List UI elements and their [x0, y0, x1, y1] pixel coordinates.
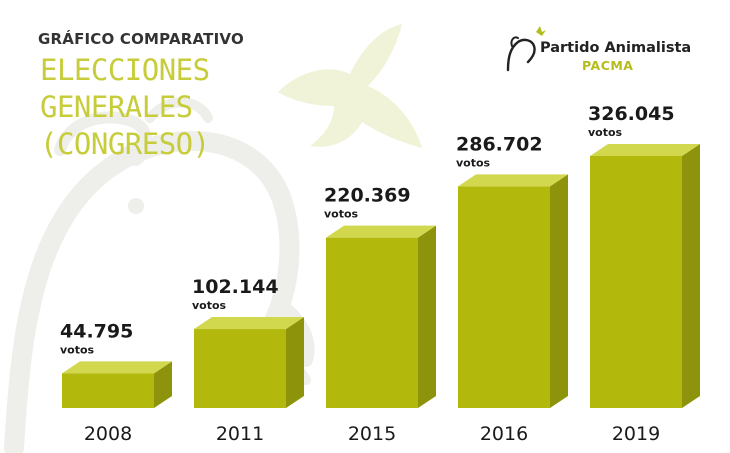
bar-2019	[590, 144, 700, 408]
bar-top-face	[458, 174, 568, 187]
bar-2011	[194, 317, 304, 408]
mascot-eye	[128, 198, 144, 214]
bar-front-face	[62, 373, 154, 408]
logo-acronym: PACMA	[582, 58, 634, 73]
bars-layer	[62, 144, 700, 408]
bar-value-label: 286.702	[456, 133, 543, 155]
bar-2016	[458, 174, 568, 408]
chart-title: ELECCIONES GENERALES (CONGRESO)	[40, 53, 210, 161]
bar-2008	[62, 361, 172, 408]
bar-top-face	[590, 144, 700, 156]
bar-front-face	[590, 156, 682, 408]
bar-side-face	[418, 225, 436, 408]
bar-top-face	[194, 317, 304, 330]
bar-unit-label: votos	[588, 126, 623, 139]
bar-top-face	[326, 225, 436, 238]
pacma-logo: Partido Animalista PACMA	[502, 24, 702, 80]
bar-side-face	[550, 174, 568, 408]
bar-value-label: 44.795	[60, 320, 133, 342]
logo-party-name: Partido Animalista	[540, 40, 692, 56]
bar-unit-label: votos	[60, 343, 95, 356]
bar-side-face	[154, 361, 172, 408]
bar-2015	[326, 225, 436, 408]
bar-value-label: 326.045	[588, 103, 675, 125]
bar-unit-label: votos	[192, 299, 227, 312]
bar-top-face	[62, 361, 172, 374]
bar-front-face	[326, 237, 418, 408]
bar-side-face	[286, 317, 304, 408]
bar-unit-label: votos	[456, 156, 491, 169]
bar-value-label: 102.144	[192, 276, 279, 298]
bar-front-face	[194, 329, 286, 408]
bar-value-label: 220.369	[324, 185, 411, 207]
chart-subtitle: GRÁFICO COMPARATIVO	[38, 30, 244, 48]
category-label-2011: 2011	[216, 423, 264, 445]
bar-front-face	[458, 186, 550, 408]
category-label-2015: 2015	[348, 423, 396, 445]
dove-background-illustration	[278, 24, 422, 148]
dog-and-bird-logo-icon	[506, 26, 546, 72]
category-label-2008: 2008	[84, 423, 132, 445]
labels-layer: 44.795votos2008102.144votos2011220.369vo…	[60, 103, 675, 445]
bar-unit-label: votos	[324, 208, 359, 221]
category-label-2019: 2019	[612, 423, 660, 445]
category-label-2016: 2016	[480, 423, 528, 445]
bar-side-face	[682, 144, 700, 408]
